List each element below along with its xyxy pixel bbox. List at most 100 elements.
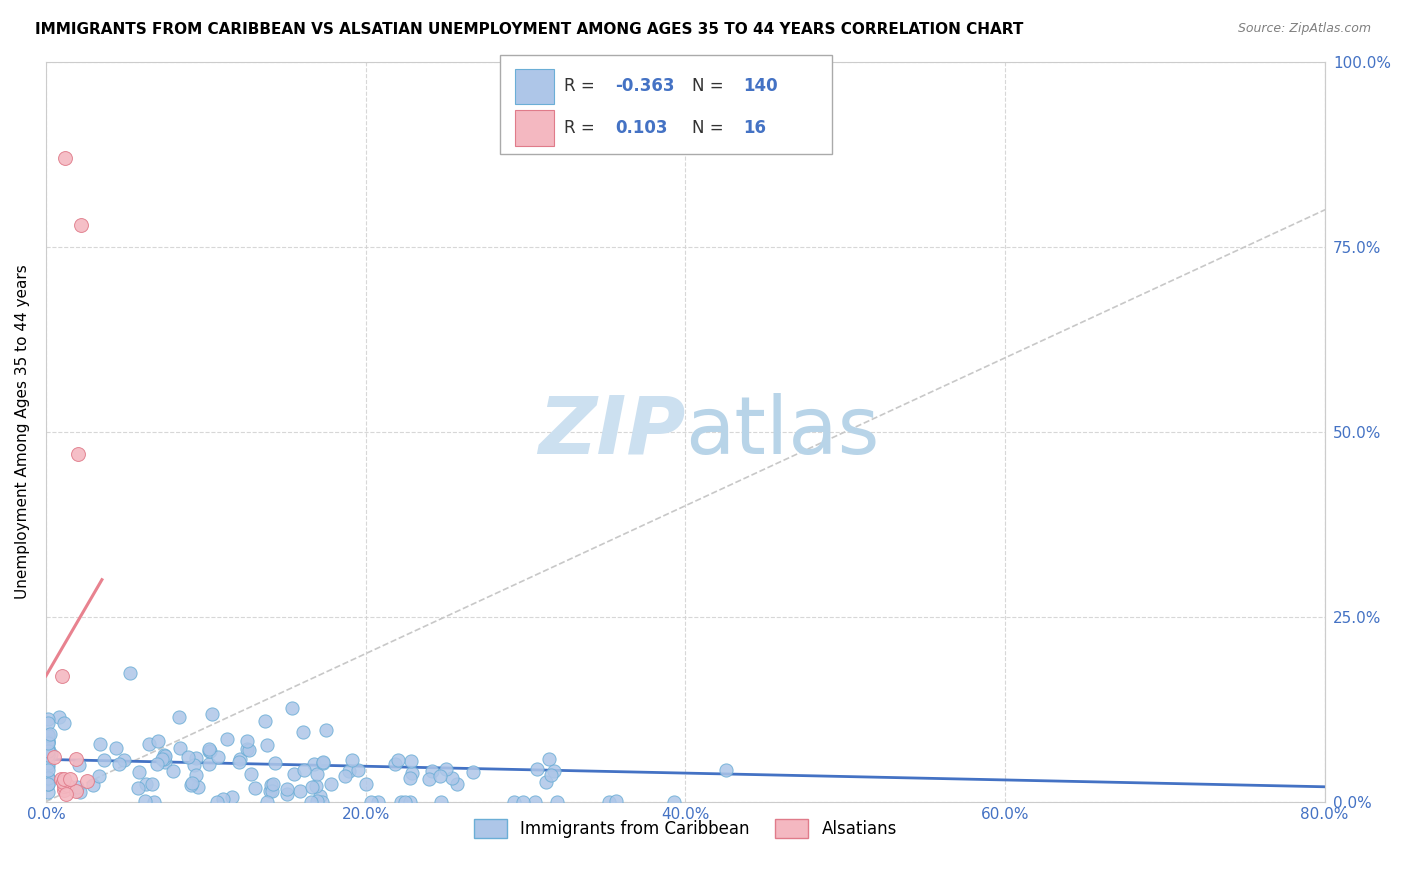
Point — [200, 744, 222, 758]
Point — [356, 776, 378, 790]
Point — [37, 776, 59, 790]
Point — [201, 707, 224, 722]
Text: N =: N = — [692, 78, 728, 95]
Point — [198, 756, 221, 771]
Point — [169, 740, 191, 755]
Point — [228, 755, 250, 769]
Text: R =: R = — [564, 78, 600, 95]
Point — [135, 777, 157, 791]
FancyBboxPatch shape — [501, 54, 832, 154]
Point — [146, 734, 169, 748]
Point — [39, 747, 62, 761]
Point — [42, 750, 65, 764]
Point — [398, 795, 420, 809]
Point — [422, 764, 444, 779]
Point — [283, 766, 305, 780]
Point — [167, 709, 190, 723]
Point — [262, 783, 284, 797]
Point — [138, 737, 160, 751]
Point — [37, 756, 59, 771]
Point — [434, 762, 457, 776]
Point — [276, 782, 298, 797]
Point — [180, 778, 202, 792]
Point — [429, 769, 451, 783]
Point — [55, 778, 77, 792]
Point — [187, 780, 209, 795]
Point — [321, 777, 343, 791]
Point — [37, 736, 59, 750]
Point — [37, 733, 59, 747]
Point — [37, 734, 59, 748]
Point — [259, 784, 281, 798]
Point — [229, 752, 252, 766]
Point — [367, 795, 389, 809]
Point — [37, 728, 59, 742]
Point — [662, 795, 685, 809]
Point — [37, 777, 59, 791]
Point — [288, 783, 311, 797]
Point — [134, 794, 156, 808]
Point — [333, 769, 356, 783]
Text: IMMIGRANTS FROM CARIBBEAN VS ALSATIAN UNEMPLOYMENT AMONG AGES 35 TO 44 YEARS COR: IMMIGRANTS FROM CARIBBEAN VS ALSATIAN UN… — [35, 22, 1024, 37]
Point — [292, 763, 315, 777]
Point — [153, 752, 176, 766]
Point — [146, 757, 169, 772]
Point — [37, 747, 59, 762]
Y-axis label: Unemployment Among Ages 35 to 44 years: Unemployment Among Ages 35 to 44 years — [15, 264, 30, 599]
Point — [221, 789, 243, 804]
Point — [262, 776, 284, 790]
Point — [51, 772, 73, 786]
Point — [254, 714, 277, 729]
Point — [66, 447, 89, 461]
Point — [70, 218, 93, 232]
Point — [236, 734, 259, 748]
Point — [37, 772, 59, 786]
Point — [89, 737, 111, 751]
Point — [217, 732, 239, 747]
Point — [69, 785, 91, 799]
Point — [198, 744, 221, 758]
Point — [39, 727, 62, 741]
Point — [401, 755, 423, 769]
Point — [37, 763, 59, 777]
Point — [430, 795, 453, 809]
Point — [256, 795, 278, 809]
Point — [264, 756, 287, 770]
Point — [183, 758, 205, 772]
Point — [155, 749, 177, 764]
Point — [87, 769, 110, 783]
Point — [526, 762, 548, 776]
Point — [108, 757, 131, 772]
Point — [104, 741, 127, 756]
Point — [52, 716, 75, 731]
Point — [387, 753, 409, 767]
Point — [389, 795, 412, 809]
Point — [312, 756, 335, 770]
Point — [243, 780, 266, 795]
Point — [256, 738, 278, 752]
Point — [342, 753, 364, 767]
Point — [53, 151, 76, 165]
Point — [37, 741, 59, 756]
Point — [598, 795, 620, 809]
Point — [238, 742, 260, 756]
Point — [211, 792, 233, 806]
Point — [152, 747, 174, 762]
Point — [292, 724, 315, 739]
Point — [605, 794, 627, 808]
Point — [236, 741, 259, 756]
Point — [305, 794, 328, 808]
Point — [197, 742, 219, 756]
Point — [37, 744, 59, 758]
Point — [440, 771, 463, 785]
Point — [546, 795, 568, 809]
Point — [76, 773, 98, 788]
Point — [302, 756, 325, 771]
Point — [143, 795, 166, 809]
Point — [53, 780, 76, 794]
Point — [37, 785, 59, 799]
Point — [37, 712, 59, 726]
Point — [280, 701, 302, 715]
Point — [299, 795, 322, 809]
FancyBboxPatch shape — [515, 69, 554, 104]
